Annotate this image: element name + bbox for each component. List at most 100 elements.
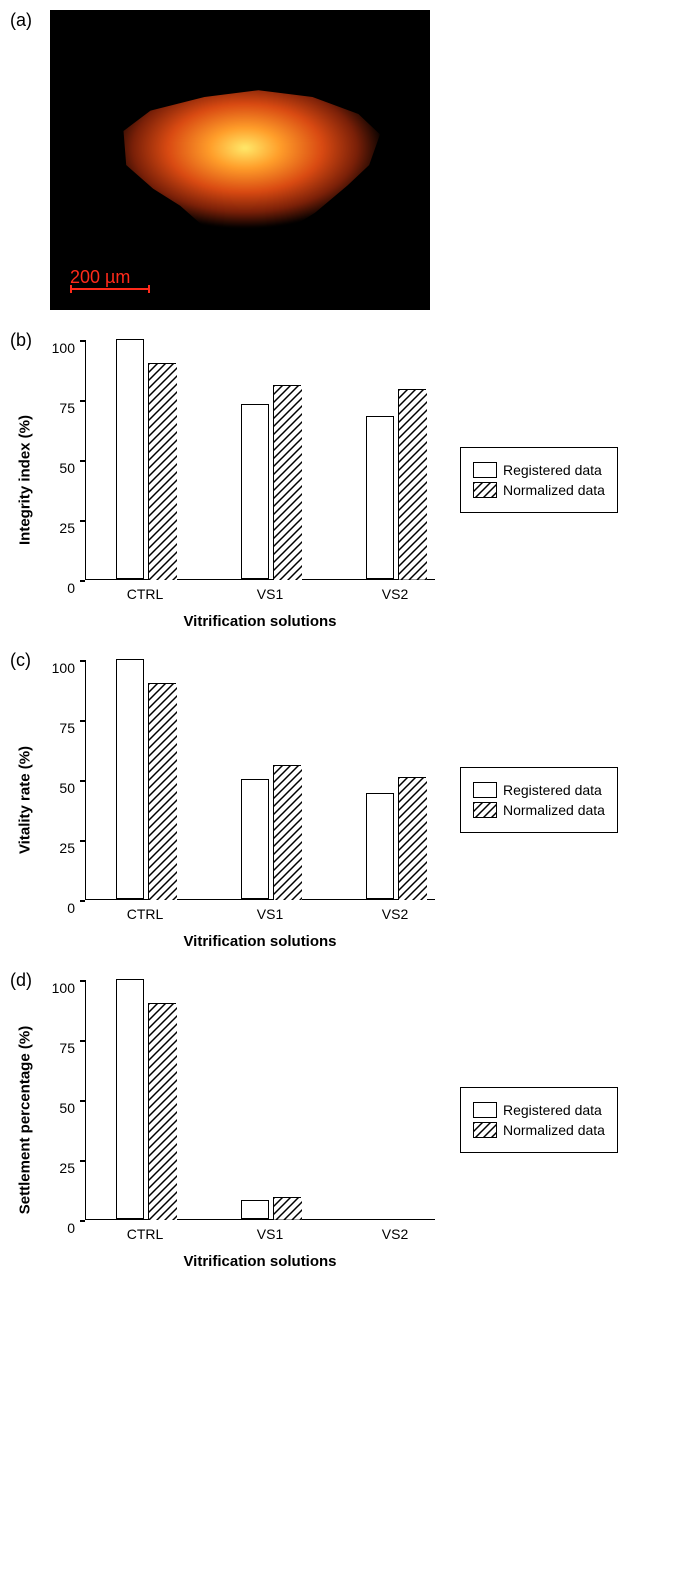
ytick-label: 0 xyxy=(45,900,75,916)
legend-label-registered: Registered data xyxy=(503,782,602,798)
panel-a-label: (a) xyxy=(10,10,32,31)
bar xyxy=(116,659,144,899)
legend-b: Registered data Normalized data xyxy=(460,447,618,513)
panel-d-wrap: Settlement percentage (%) Vitrification … xyxy=(15,970,685,1270)
panel-b-wrap: Integrity index (%) Vitrification soluti… xyxy=(15,330,685,630)
legend-c: Registered data Normalized data xyxy=(460,767,618,833)
legend-label-registered: Registered data xyxy=(503,462,602,478)
legend-label-normalized: Normalized data xyxy=(503,802,605,818)
ytick-mark xyxy=(80,660,85,662)
legend-row-normalized: Normalized data xyxy=(473,1122,605,1138)
xtick-label: VS2 xyxy=(382,586,408,602)
bar xyxy=(116,339,144,579)
panel-d: (d) Settlement percentage (%) Vitrificat… xyxy=(10,970,685,1270)
ytick-mark xyxy=(80,900,85,902)
chart-d-plot xyxy=(85,980,435,1220)
bar xyxy=(273,1197,301,1219)
legend-swatch-hatched xyxy=(473,482,497,498)
chart-c-plot xyxy=(85,660,435,900)
chart-c-ylabel: Vitality rate (%) xyxy=(17,746,34,854)
bar xyxy=(273,765,301,899)
xtick-label: CTRL xyxy=(127,586,164,602)
ytick-mark xyxy=(80,840,85,842)
panel-c: (c) Vitality rate (%) Vitrification solu… xyxy=(10,650,685,950)
ytick-mark xyxy=(80,340,85,342)
panel-a: (a) 200 µm xyxy=(10,10,685,310)
legend-row-registered: Registered data xyxy=(473,1102,605,1118)
legend-label-normalized: Normalized data xyxy=(503,482,605,498)
micrograph-specimen xyxy=(110,80,380,250)
chart-d-ylabel: Settlement percentage (%) xyxy=(17,1026,34,1214)
ytick-label: 25 xyxy=(45,1160,75,1176)
xtick-label: VS2 xyxy=(382,1226,408,1242)
legend-row-registered: Registered data xyxy=(473,462,605,478)
ytick-mark xyxy=(80,1160,85,1162)
chart-b-plot xyxy=(85,340,435,580)
ytick-mark xyxy=(80,1220,85,1222)
ytick-label: 75 xyxy=(45,1040,75,1056)
ytick-mark xyxy=(80,400,85,402)
bar xyxy=(366,416,394,579)
bar xyxy=(241,404,269,579)
ytick-label: 50 xyxy=(45,1100,75,1116)
ytick-label: 50 xyxy=(45,780,75,796)
legend-swatch-hatched xyxy=(473,802,497,818)
ytick-label: 100 xyxy=(45,340,75,356)
chart-c-xlabel: Vitrification solutions xyxy=(85,933,435,950)
bar xyxy=(241,1200,269,1219)
bar xyxy=(241,779,269,899)
ytick-label: 0 xyxy=(45,580,75,596)
xtick-label: VS1 xyxy=(257,1226,283,1242)
chart-d-xlabel: Vitrification solutions xyxy=(85,1253,435,1270)
ytick-mark xyxy=(80,520,85,522)
chart-d: Settlement percentage (%) Vitrification … xyxy=(15,970,445,1270)
chart-c: Vitality rate (%) Vitrification solution… xyxy=(15,650,445,950)
chart-b-xlabel: Vitrification solutions xyxy=(85,613,435,630)
legend-row-normalized: Normalized data xyxy=(473,482,605,498)
bar xyxy=(398,389,426,579)
ytick-mark xyxy=(80,1100,85,1102)
xtick-label: CTRL xyxy=(127,1226,164,1242)
legend-swatch-hatched xyxy=(473,1122,497,1138)
ytick-label: 50 xyxy=(45,460,75,476)
ytick-label: 100 xyxy=(45,980,75,996)
ytick-mark xyxy=(80,460,85,462)
xtick-label: VS1 xyxy=(257,906,283,922)
ytick-label: 75 xyxy=(45,400,75,416)
legend-swatch-white xyxy=(473,782,497,798)
legend-d: Registered data Normalized data xyxy=(460,1087,618,1153)
xtick-label: CTRL xyxy=(127,906,164,922)
bar xyxy=(366,793,394,899)
scalebar-text: 200 µm xyxy=(70,267,150,288)
legend-label-normalized: Normalized data xyxy=(503,1122,605,1138)
ytick-mark xyxy=(80,580,85,582)
bar xyxy=(398,777,426,899)
ytick-label: 25 xyxy=(45,520,75,536)
ytick-label: 100 xyxy=(45,660,75,676)
bar xyxy=(273,385,301,579)
xtick-label: VS2 xyxy=(382,906,408,922)
ytick-label: 25 xyxy=(45,840,75,856)
scalebar: 200 µm xyxy=(70,267,150,290)
chart-b: Integrity index (%) Vitrification soluti… xyxy=(15,330,445,630)
ytick-mark xyxy=(80,720,85,722)
bar xyxy=(148,1003,176,1219)
legend-label-registered: Registered data xyxy=(503,1102,602,1118)
chart-b-ylabel: Integrity index (%) xyxy=(17,415,34,545)
bar xyxy=(148,363,176,579)
legend-row-normalized: Normalized data xyxy=(473,802,605,818)
ytick-mark xyxy=(80,1040,85,1042)
bar xyxy=(148,683,176,899)
legend-swatch-white xyxy=(473,462,497,478)
xtick-label: VS1 xyxy=(257,586,283,602)
legend-swatch-white xyxy=(473,1102,497,1118)
panel-b: (b) Integrity index (%) Vitrification so… xyxy=(10,330,685,630)
legend-row-registered: Registered data xyxy=(473,782,605,798)
panel-c-wrap: Vitality rate (%) Vitrification solution… xyxy=(15,650,685,950)
ytick-label: 0 xyxy=(45,1220,75,1236)
micrograph: 200 µm xyxy=(50,10,430,310)
scalebar-line xyxy=(70,288,150,290)
bar xyxy=(116,979,144,1219)
ytick-mark xyxy=(80,780,85,782)
ytick-mark xyxy=(80,980,85,982)
